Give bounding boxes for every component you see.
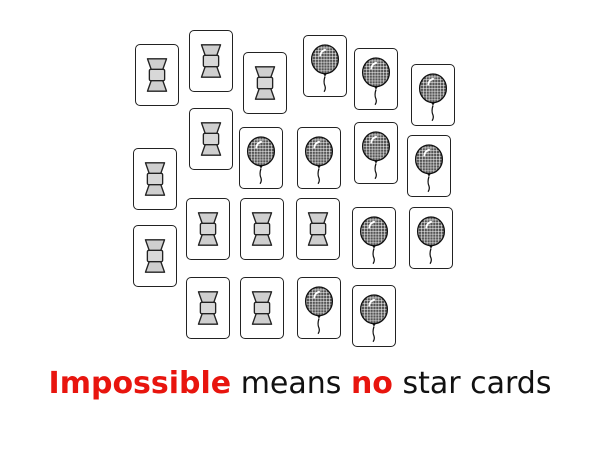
bowtie-icon — [197, 291, 219, 325]
balloon-icon — [361, 57, 391, 106]
bowtie-icon — [307, 212, 329, 246]
card-board — [133, 30, 455, 347]
balloon-card — [354, 48, 398, 110]
bowtie-card — [240, 277, 284, 339]
balloon-card — [297, 277, 341, 339]
bowtie-icon — [144, 239, 166, 273]
bowtie-card — [189, 30, 233, 92]
balloon-icon — [304, 136, 334, 185]
bowtie-icon — [144, 162, 166, 196]
balloon-icon — [414, 144, 444, 193]
caption-impossible: Impossible — [48, 366, 232, 401]
balloon-card — [407, 135, 451, 197]
balloon-icon — [416, 216, 446, 265]
balloon-card — [352, 285, 396, 347]
balloon-icon — [359, 216, 389, 265]
bowtie-card — [186, 198, 230, 260]
balloon-icon — [359, 294, 389, 343]
balloon-card — [352, 207, 396, 269]
balloon-icon — [361, 131, 391, 180]
balloon-icon — [418, 73, 448, 122]
caption: Impossible means no star cards — [0, 362, 600, 406]
caption-means: means — [231, 366, 351, 401]
balloon-icon — [304, 286, 334, 335]
balloon-card — [411, 64, 455, 126]
balloon-icon — [246, 136, 276, 185]
bowtie-card — [296, 198, 340, 260]
balloon-icon — [310, 44, 340, 93]
bowtie-card — [133, 225, 177, 287]
bowtie-icon — [200, 122, 222, 156]
balloon-card — [239, 127, 283, 189]
balloon-card — [409, 207, 453, 269]
bowtie-card — [135, 44, 179, 106]
bowtie-icon — [251, 212, 273, 246]
bowtie-card — [133, 148, 177, 210]
balloon-card — [303, 35, 347, 97]
bowtie-card — [189, 108, 233, 170]
balloon-card — [354, 122, 398, 184]
caption-no: no — [350, 366, 393, 401]
bowtie-icon — [146, 58, 168, 92]
bowtie-icon — [197, 212, 219, 246]
caption-star-cards: star cards — [392, 366, 552, 401]
bowtie-card — [243, 52, 287, 114]
bowtie-icon — [251, 291, 273, 325]
bowtie-icon — [200, 44, 222, 78]
bowtie-card — [240, 198, 284, 260]
balloon-card — [297, 127, 341, 189]
bowtie-card — [186, 277, 230, 339]
bowtie-icon — [254, 66, 276, 100]
